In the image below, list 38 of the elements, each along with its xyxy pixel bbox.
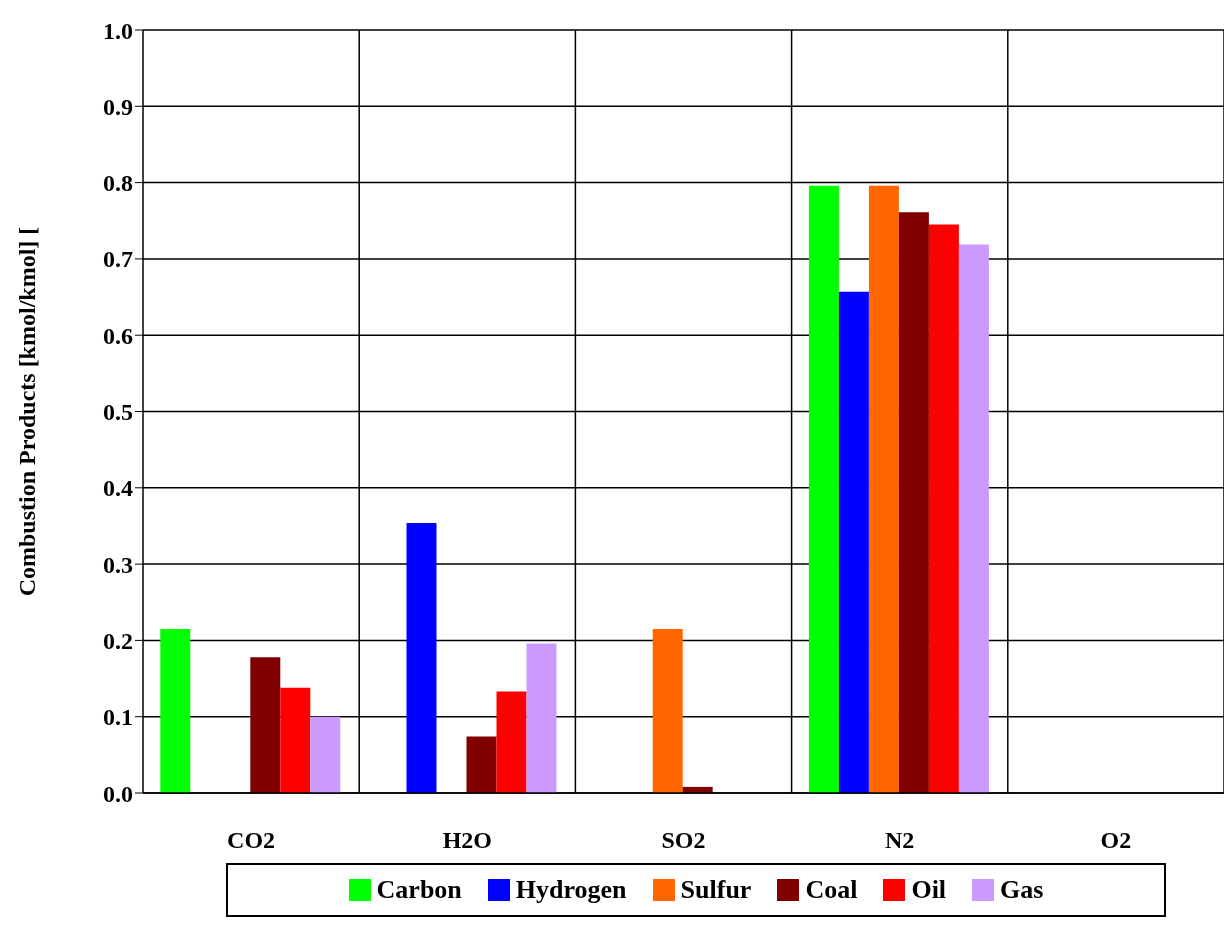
bar [808,185,839,793]
bar [868,185,899,793]
legend-label: Gas [1000,875,1044,905]
y-tick-label: 0.1 [103,704,133,731]
y-tick-label: 0.8 [103,170,133,197]
legend-label: Coal [805,875,858,905]
legend-label: Sulfur [680,875,752,905]
bar [160,628,191,793]
y-tick-label: 0.9 [103,93,133,120]
bar [928,224,959,793]
bar [310,716,341,793]
bar [838,291,869,793]
bar [250,657,281,793]
bar [496,691,527,793]
bar [958,244,989,793]
y-axis-title: Combustion Products [kmol/kmol] [ [13,226,40,597]
x-tick-label: N2 [885,827,915,854]
x-tick-label: O2 [1100,827,1132,854]
x-tick-label: H2O [442,827,492,854]
bar [898,212,929,793]
x-tick-label: CO2 [227,827,276,854]
legend-label: Carbon [376,875,462,905]
bar [652,628,683,793]
y-tick-label: 0.3 [103,551,133,578]
y-tick-label: 0.6 [103,322,133,349]
y-tick-label: 0.0 [103,780,133,807]
x-tick-label: SO2 [661,827,706,854]
bar [280,687,311,793]
y-tick-label: 0.2 [103,627,133,654]
bar [406,522,437,793]
y-tick-label: 0.4 [103,475,133,502]
bar [526,643,557,793]
y-tick-label: 0.7 [103,246,133,273]
y-tick-label: 1.0 [103,17,133,44]
y-tick-label: 0.5 [103,399,133,426]
legend-label: Oil [911,875,947,905]
legend-label: Hydrogen [515,875,627,905]
bar [466,736,497,793]
